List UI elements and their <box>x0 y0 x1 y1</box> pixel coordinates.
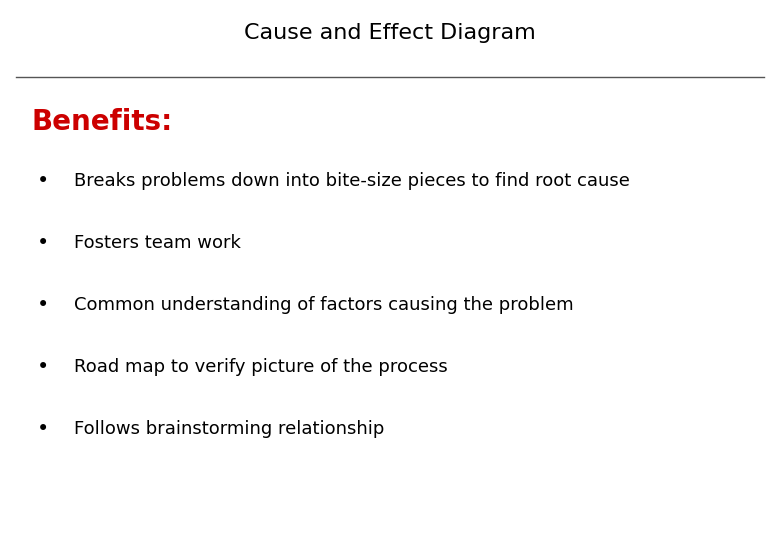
Text: Common understanding of factors causing the problem: Common understanding of factors causing … <box>74 296 574 314</box>
Text: Fosters team work: Fosters team work <box>74 234 241 252</box>
Text: Follows brainstorming relationship: Follows brainstorming relationship <box>74 420 385 438</box>
Text: •: • <box>37 419 49 440</box>
Text: Road map to verify picture of the process: Road map to verify picture of the proces… <box>74 358 448 376</box>
Text: •: • <box>37 357 49 377</box>
Text: Breaks problems down into bite-size pieces to find root cause: Breaks problems down into bite-size piec… <box>74 172 630 190</box>
Text: •: • <box>37 233 49 253</box>
Text: •: • <box>37 171 49 191</box>
Text: •: • <box>37 295 49 315</box>
Text: Cause and Effect Diagram: Cause and Effect Diagram <box>244 23 536 44</box>
Text: Benefits:: Benefits: <box>31 107 172 136</box>
